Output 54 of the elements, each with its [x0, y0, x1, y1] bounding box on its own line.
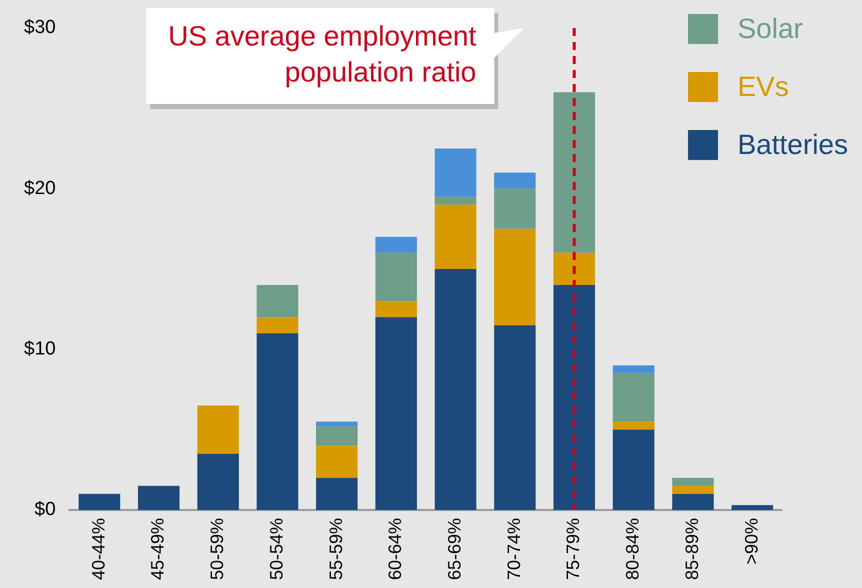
bar	[494, 188, 536, 229]
bar	[494, 172, 536, 189]
x-tick-label: 70-74%	[504, 518, 524, 580]
bar	[256, 285, 298, 318]
x-tick-label: 80-84%	[622, 518, 643, 580]
bar	[434, 268, 476, 510]
bar	[494, 228, 536, 326]
bar	[434, 204, 476, 269]
x-tick-label: >90%	[741, 518, 762, 565]
x-tick-label: 85-89%	[682, 518, 702, 580]
bar	[732, 505, 774, 510]
bar	[375, 317, 417, 510]
y-tick-label: $30	[24, 17, 56, 38]
bar	[256, 317, 298, 334]
bar	[375, 301, 417, 318]
x-tick-label: 55-59%	[326, 518, 346, 580]
legend-label: Batteries	[738, 129, 848, 161]
bar	[434, 148, 476, 197]
x-tick-label: 50-59%	[207, 518, 228, 580]
bar	[672, 486, 714, 494]
x-tick-label: 45-49%	[148, 518, 168, 580]
x-tick-label: 40-44%	[88, 518, 108, 580]
x-tick-label: 50-54%	[266, 518, 286, 580]
bar	[553, 285, 596, 510]
y-tick-label: $0	[34, 499, 56, 520]
bar	[434, 196, 476, 205]
bar	[375, 252, 417, 302]
bar	[672, 478, 714, 486]
bar	[316, 426, 358, 446]
ref-line-label: US average employment population ratio	[168, 20, 476, 88]
x-tick-label: 75-79%	[563, 518, 584, 580]
x-tick-label: 65-69%	[444, 518, 464, 580]
bar	[138, 486, 180, 510]
bar	[316, 478, 358, 510]
bar	[553, 92, 596, 253]
bar	[375, 236, 417, 253]
bar	[612, 422, 654, 430]
bar	[553, 252, 596, 286]
bar	[612, 430, 654, 510]
legend-label: EVs	[738, 71, 789, 103]
bar	[612, 365, 654, 374]
bar	[672, 494, 714, 510]
y-tick-label: $10	[24, 338, 56, 360]
bar	[256, 333, 298, 510]
bar	[494, 325, 536, 510]
bar	[197, 406, 239, 454]
legend-label: Solar	[738, 13, 803, 45]
bar	[197, 454, 239, 510]
x-tick-label: 60-64%	[385, 518, 406, 580]
bar	[316, 422, 358, 426]
y-tick-label: $20	[24, 178, 56, 199]
bar	[316, 446, 358, 478]
bar	[612, 373, 654, 422]
bar	[78, 494, 120, 510]
